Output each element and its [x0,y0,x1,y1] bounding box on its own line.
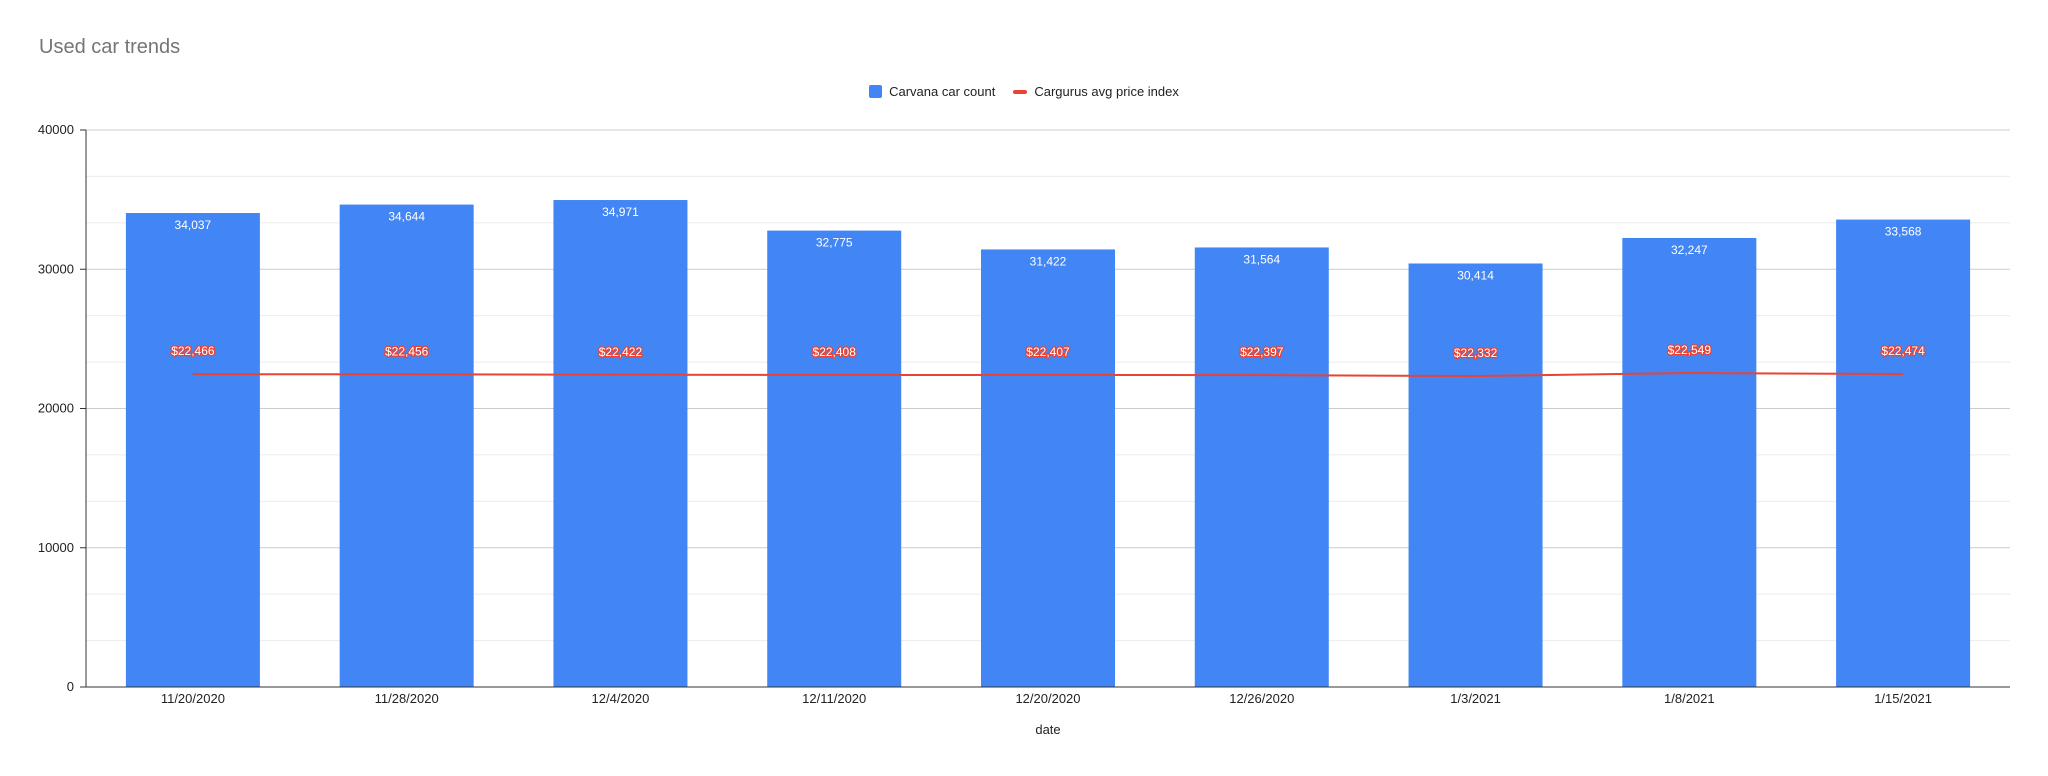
bar [1836,219,1971,687]
x-tick-label: 11/20/2020 [161,691,225,706]
x-axis-title: date [1035,722,1060,737]
bar-data-label: 32,247 [1671,243,1708,257]
bar-data-label: 30,414 [1457,268,1494,282]
bar [553,200,688,688]
bar [339,204,474,687]
bar-data-label: 32,775 [816,236,853,250]
bar-data-label: 33,568 [1885,225,1922,239]
bar [1194,247,1329,687]
line-data-label: $22,332 [1454,346,1498,360]
line-data-label: $22,549 [1668,343,1712,357]
x-tick-label: 1/15/2021 [1874,691,1932,706]
bar-data-label: 31,564 [1243,252,1280,266]
chart-title: Used car trends [39,36,181,58]
legend-swatch-line [1013,89,1028,94]
bar-data-label: 34,037 [175,218,212,232]
bar-data-label: 34,971 [602,205,639,219]
legend-label-cargurus: Cargurus avg price index [1034,84,1179,99]
line-series-cargurus [192,372,1904,378]
legend-swatch-bar [869,85,883,98]
line-data-label: $22,407 [1026,345,1070,359]
bar [1622,237,1757,688]
line-data-label: $22,466 [171,344,215,358]
y-tick-label: 30000 [38,261,74,276]
x-tick-label: 1/3/2021 [1450,691,1501,706]
bar [767,230,902,687]
bar [981,249,1115,687]
line-data-label: $22,408 [813,345,857,359]
x-tick-label: 11/28/2020 [375,691,439,706]
bar [125,213,260,687]
bar-data-label: 31,422 [1030,254,1067,268]
y-tick-label: 20000 [38,401,74,416]
x-tick-label: 12/26/2020 [1229,691,1294,706]
y-tick-label: 10000 [38,540,74,555]
line-data-label: $22,456 [385,344,429,358]
y-tick-label: 40000 [38,122,74,137]
legend-item-carvana[interactable]: Carvana car count [869,84,995,99]
x-tick-label: 12/20/2020 [1015,691,1080,706]
x-tick-label: 1/8/2021 [1664,691,1715,706]
bar [1408,263,1543,687]
legend-item-cargurus[interactable]: Cargurus avg price index [1013,84,1179,99]
legend-label-carvana: Carvana car count [889,84,996,99]
x-tick-label: 12/11/2020 [802,691,866,706]
bar-data-label: 34,644 [388,210,425,224]
line-data-label: $22,422 [599,345,643,359]
line-data-label: $22,474 [1881,344,1925,358]
line-data-label: $22,397 [1240,345,1284,359]
y-tick-label: 0 [67,679,74,694]
legend: Carvana car count Cargurus avg price ind… [0,84,2048,99]
x-tick-label: 12/4/2020 [592,691,650,706]
